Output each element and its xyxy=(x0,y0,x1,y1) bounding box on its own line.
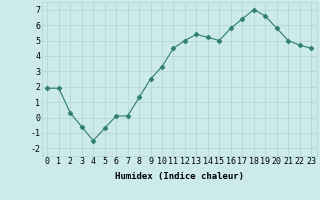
X-axis label: Humidex (Indice chaleur): Humidex (Indice chaleur) xyxy=(115,172,244,181)
